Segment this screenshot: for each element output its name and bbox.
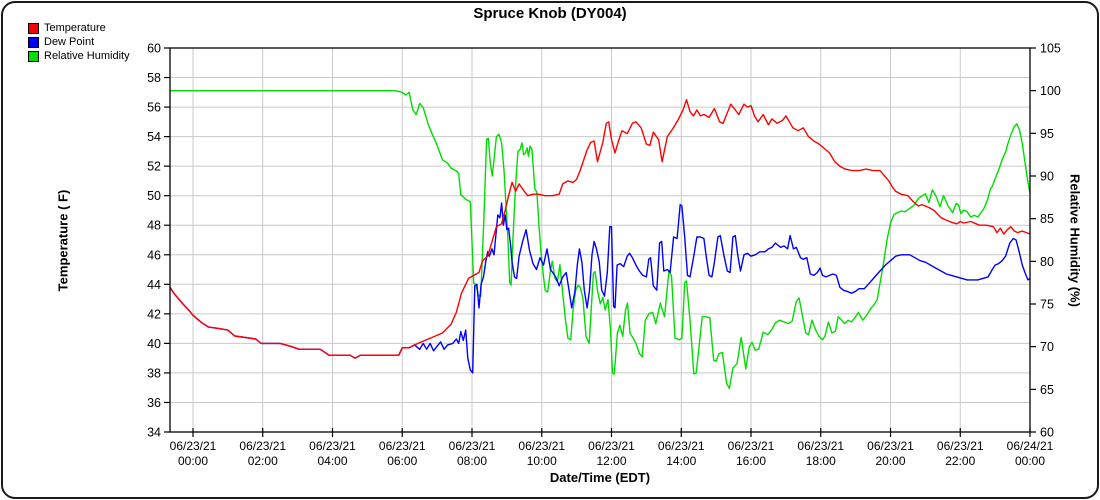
x-tick-time-label: 08:00 [457, 454, 487, 468]
x-tick-time-label: 22:00 [945, 454, 975, 468]
x-axis-title: Date/Time (EDT) [549, 470, 651, 485]
x-tick-date-label: 06/23/21 [379, 439, 426, 453]
legend-item-temperature: Temperature [28, 21, 130, 35]
y-left-tick-label: 48 [147, 219, 161, 233]
y-left-tick-label: 38 [147, 366, 161, 380]
y-right-tick-label: 100 [1040, 84, 1061, 98]
y-left-tick-label: 44 [147, 278, 161, 292]
y-left-tick-label: 60 [147, 42, 161, 56]
legend-item-dew-point: Dew Point [28, 35, 130, 49]
x-tick-date-label: 06/23/21 [867, 439, 914, 453]
legend-label: Dew Point [44, 35, 95, 48]
x-tick-time-label: 18:00 [806, 454, 836, 468]
y-left-tick-label: 54 [147, 130, 161, 144]
legend-label: Temperature [44, 21, 106, 34]
series-line-dew-point [170, 202, 1030, 374]
x-tick-date-label: 06/23/21 [170, 439, 217, 453]
x-tick-date-label: 06/23/21 [449, 439, 496, 453]
y-left-tick-label: 58 [147, 71, 161, 85]
x-tick-time-label: 16:00 [736, 454, 766, 468]
y-left-tick-label: 56 [147, 101, 161, 115]
y-right-tick-label: 65 [1040, 383, 1054, 397]
x-tick-date-label: 06/23/21 [309, 439, 356, 453]
x-tick-time-label: 00:00 [178, 454, 208, 468]
y-left-tick-label: 52 [147, 160, 161, 174]
y-right-tick-label: 70 [1040, 340, 1054, 354]
x-tick-time-label: 20:00 [875, 454, 905, 468]
x-tick-time-label: 06:00 [387, 454, 417, 468]
temperature-swatch-icon [28, 22, 39, 34]
y-right-tick-label: 85 [1040, 212, 1054, 226]
chart-title: Spruce Knob (DY004) [473, 5, 627, 22]
x-tick-time-label: 00:00 [1015, 454, 1045, 468]
y-right-tick-label: 80 [1040, 255, 1054, 269]
y-right-tick-label: 90 [1040, 170, 1054, 184]
x-tick-time-label: 04:00 [317, 454, 347, 468]
y-right-tick-label: 95 [1040, 127, 1054, 141]
x-tick-date-label: 06/23/21 [658, 439, 705, 453]
y-right-tick-label: 60 [1040, 426, 1054, 440]
x-tick-time-label: 02:00 [248, 454, 278, 468]
x-tick-date-label: 06/23/21 [937, 439, 984, 453]
legend-item-relative-humidity: Relative Humidity [28, 49, 130, 63]
x-tick-date-label: 06/23/21 [588, 439, 635, 453]
x-tick-date-label: 06/24/21 [1007, 439, 1054, 453]
y-left-tick-label: 36 [147, 396, 161, 410]
y-right-tick-label: 75 [1040, 298, 1054, 312]
x-tick-date-label: 06/23/21 [728, 439, 775, 453]
x-tick-time-label: 14:00 [666, 454, 696, 468]
x-tick-time-label: 12:00 [596, 454, 626, 468]
legend-label: Relative Humidity [44, 49, 130, 62]
y-left-tick-label: 34 [147, 426, 161, 440]
y-left-tick-label: 42 [147, 307, 161, 321]
x-tick-date-label: 06/23/21 [518, 439, 565, 453]
y-left-tick-label: 50 [147, 189, 161, 203]
y-right-tick-label: 105 [1040, 42, 1061, 56]
y-left-tick-label: 40 [147, 337, 161, 351]
x-tick-time-label: 10:00 [527, 454, 557, 468]
x-tick-date-label: 06/23/21 [239, 439, 286, 453]
y-left-tick-label: 46 [147, 248, 161, 262]
plot-frame [169, 47, 1031, 433]
relative-humidity-swatch-icon [28, 50, 39, 62]
dew-point-swatch-icon [28, 36, 39, 48]
legend: Temperature Dew Point Relative Humidity [28, 21, 130, 63]
series-line-temperature [170, 98, 1030, 359]
series-line-relative-humidity [170, 89, 1030, 390]
x-tick-date-label: 06/23/21 [797, 439, 844, 453]
